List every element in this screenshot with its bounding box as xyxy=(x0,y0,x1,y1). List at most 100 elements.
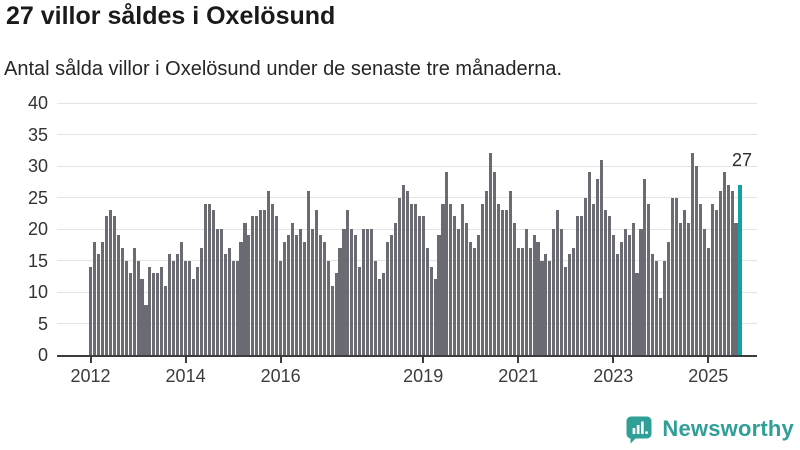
bar xyxy=(714,210,718,355)
bar xyxy=(726,184,730,355)
bar xyxy=(164,285,168,355)
bar xyxy=(358,266,362,355)
bar xyxy=(124,260,128,355)
x-axis-line xyxy=(57,355,757,357)
y-tick-label: 35 xyxy=(27,124,48,145)
y-tick-label: 15 xyxy=(27,250,48,271)
y-tick-label: 40 xyxy=(27,93,48,113)
bar xyxy=(576,216,580,355)
newsworthy-icon xyxy=(626,416,652,444)
bar xyxy=(267,191,271,355)
bar xyxy=(203,203,207,355)
bar xyxy=(96,254,100,355)
x-tick-label: 2025 xyxy=(688,366,729,386)
bar xyxy=(488,153,493,355)
x-tick-label: 2016 xyxy=(260,366,301,386)
bar xyxy=(338,247,342,355)
bar xyxy=(504,210,508,355)
bar xyxy=(469,241,473,355)
bar xyxy=(279,260,283,355)
bar xyxy=(290,222,295,355)
bar xyxy=(500,210,504,355)
bar xyxy=(366,229,370,355)
bar xyxy=(591,203,595,355)
bar xyxy=(564,266,568,355)
bar xyxy=(465,222,469,355)
bar xyxy=(528,247,532,355)
bar xyxy=(382,273,386,355)
bar xyxy=(310,229,314,355)
bar xyxy=(128,273,132,355)
x-tick xyxy=(517,357,520,363)
bar xyxy=(199,247,203,355)
bar xyxy=(322,241,326,355)
y-tick-label: 25 xyxy=(27,187,48,208)
bar xyxy=(156,273,160,355)
x-tick xyxy=(184,357,187,363)
bar xyxy=(235,260,239,355)
bar xyxy=(496,203,500,355)
bar xyxy=(132,247,136,355)
bar xyxy=(718,191,722,355)
bar xyxy=(231,260,235,355)
bar xyxy=(405,191,409,355)
bar xyxy=(350,229,354,355)
bar xyxy=(287,235,291,355)
highlight-value-label: 27 xyxy=(731,150,753,170)
bar xyxy=(168,254,172,355)
bar xyxy=(639,229,643,355)
bar xyxy=(247,235,251,355)
bar xyxy=(100,241,104,355)
bar xyxy=(433,279,437,355)
bar xyxy=(318,235,322,355)
bar xyxy=(683,210,687,355)
bar xyxy=(473,247,477,355)
bar xyxy=(572,247,576,355)
gridline xyxy=(57,102,757,104)
bar xyxy=(255,216,259,355)
bar xyxy=(144,304,148,355)
bar xyxy=(275,216,279,355)
bar xyxy=(698,203,702,355)
bar xyxy=(477,235,481,355)
newsworthy-wordmark: Newsworthy xyxy=(662,416,794,441)
bar xyxy=(492,172,496,355)
bar xyxy=(191,279,196,355)
bar xyxy=(108,210,112,355)
y-tick-label: 20 xyxy=(27,219,48,239)
bar xyxy=(520,247,524,355)
bar xyxy=(619,241,623,355)
bar xyxy=(314,210,318,355)
bar xyxy=(556,210,560,355)
bar xyxy=(112,216,116,355)
bar xyxy=(215,229,219,355)
bar xyxy=(148,266,152,355)
bar xyxy=(631,222,635,355)
bar xyxy=(671,197,675,355)
bar xyxy=(595,178,599,355)
bar xyxy=(635,273,639,355)
bar xyxy=(679,222,683,355)
bar xyxy=(92,241,97,355)
bar xyxy=(298,229,302,355)
bar xyxy=(694,166,698,355)
bar xyxy=(89,266,93,355)
bar xyxy=(516,247,520,355)
bar xyxy=(283,241,287,355)
bar xyxy=(508,191,512,355)
bar xyxy=(211,210,215,355)
bar xyxy=(536,241,540,355)
x-tick-label: 2023 xyxy=(593,366,634,386)
bar xyxy=(342,229,346,355)
bar xyxy=(393,222,397,355)
bar xyxy=(397,197,401,355)
bar xyxy=(243,222,247,355)
chart-subtitle: Antal sålda villor i Oxelösund under de … xyxy=(4,58,563,80)
bar xyxy=(675,197,679,355)
bar xyxy=(457,229,461,355)
bar xyxy=(219,229,223,355)
bar xyxy=(330,285,334,355)
bar xyxy=(263,210,267,355)
gridline xyxy=(57,165,757,167)
bar xyxy=(370,229,374,355)
